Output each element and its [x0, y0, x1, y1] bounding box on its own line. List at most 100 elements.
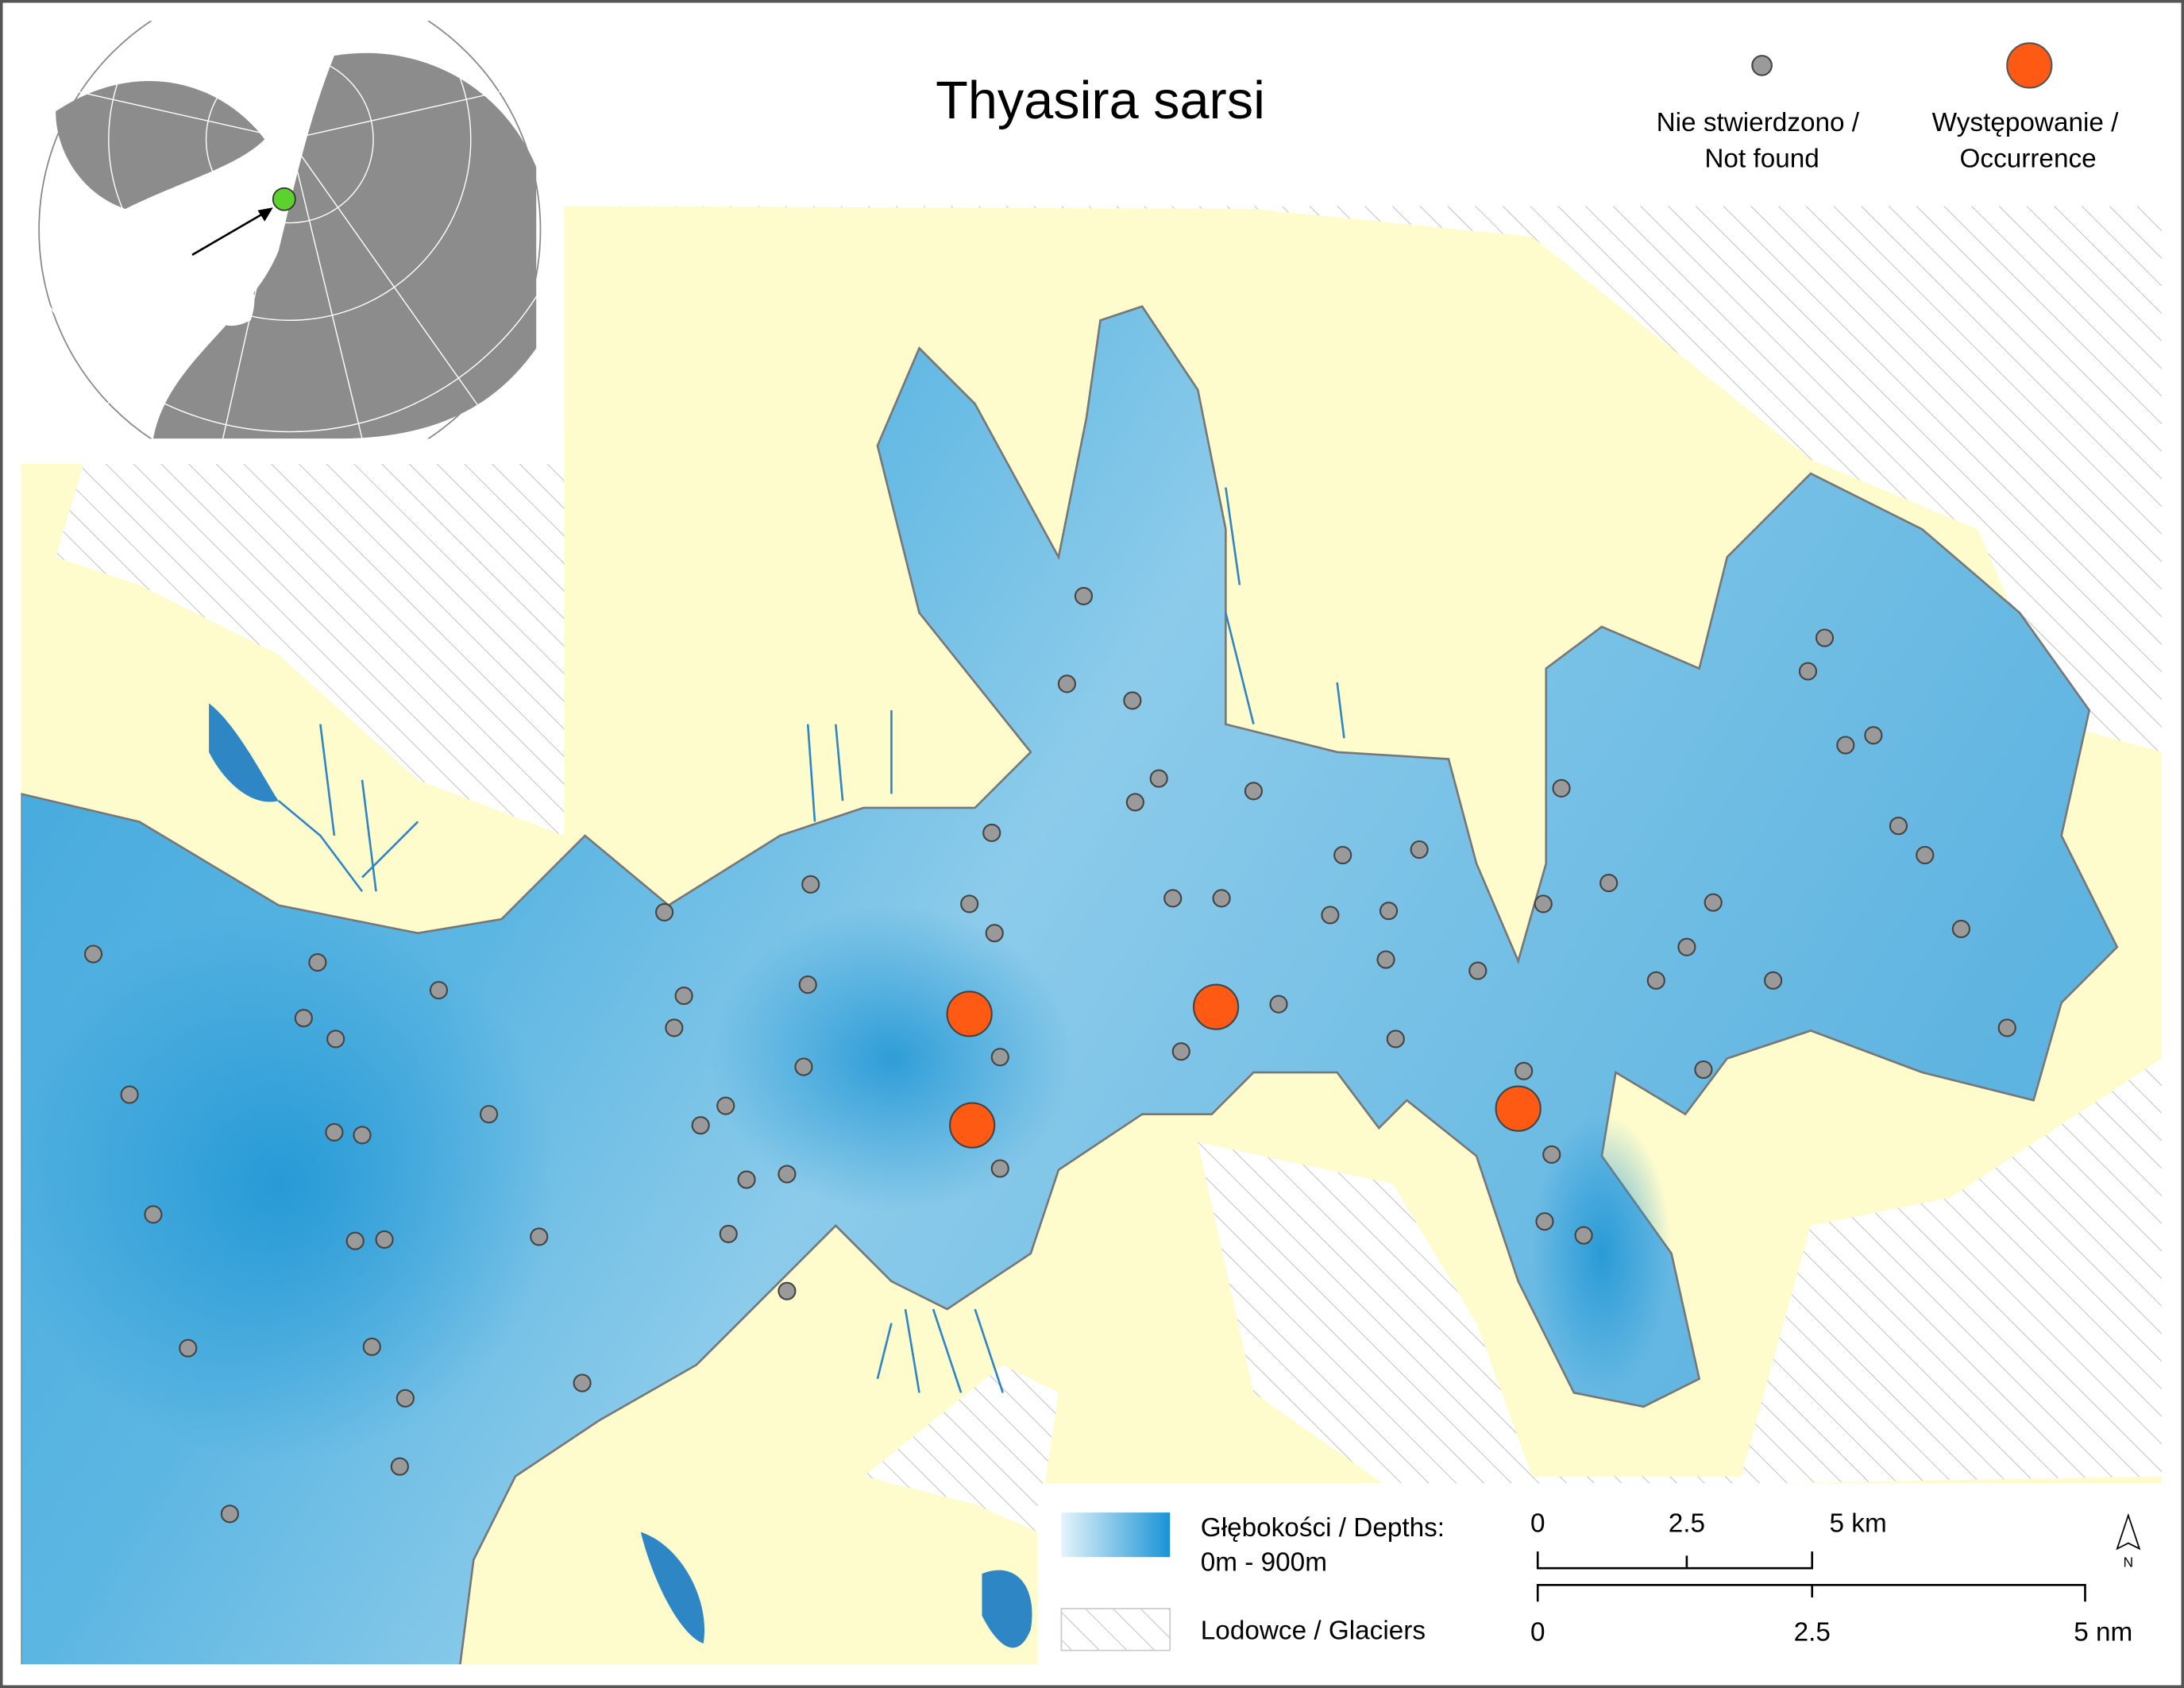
station-not-found — [1815, 628, 1835, 647]
station-not-found — [83, 944, 103, 964]
station-not-found — [353, 1126, 372, 1145]
station-not-found — [1321, 906, 1340, 925]
station-not-found — [1599, 874, 1619, 893]
glacier-swatch — [1060, 1608, 1171, 1651]
station-not-found — [345, 1231, 365, 1250]
lake — [209, 703, 279, 802]
north-label: N — [2124, 1554, 2134, 1570]
station-not-found — [480, 1105, 499, 1124]
station-not-found — [1677, 937, 1696, 956]
station-not-found — [719, 1224, 738, 1243]
station-not-found — [1574, 1226, 1593, 1245]
station-not-found — [1798, 662, 1818, 681]
station-not-found — [1074, 586, 1094, 605]
legend-symbol-occurrence — [2006, 42, 2053, 89]
stations — [83, 586, 2016, 1524]
north-arrow — [2116, 1512, 2141, 1551]
station-not-found — [1535, 1212, 1554, 1231]
station-not-found — [429, 981, 449, 1000]
station-not-found — [1269, 995, 1288, 1014]
rivers — [277, 487, 1345, 1393]
station-not-found — [1836, 736, 1855, 755]
station-not-found — [1951, 919, 1970, 939]
station-not-found — [1149, 769, 1168, 788]
scale-label: 0 — [1530, 1509, 1545, 1539]
station-not-found — [691, 1116, 710, 1135]
station-not-found — [1515, 1061, 1534, 1080]
station-not-found — [798, 975, 817, 995]
legend-label: Not found — [1704, 144, 1819, 173]
station-not-found — [960, 894, 979, 914]
station-not-found — [1386, 1029, 1405, 1049]
station-not-found — [990, 1048, 1009, 1067]
station-not-found — [308, 952, 327, 972]
lake — [640, 1532, 705, 1644]
station-occurrence — [1192, 983, 1240, 1030]
station-not-found — [1171, 1042, 1190, 1061]
scale-bar — [1536, 1551, 2086, 1602]
station-not-found — [1468, 961, 1488, 980]
station-not-found — [990, 1159, 1009, 1178]
deep-water — [21, 905, 558, 1462]
station-not-found — [326, 1029, 345, 1049]
legend-label: Nie stwierdzono / — [1657, 108, 1860, 137]
station-not-found — [1057, 674, 1077, 693]
legend-box — [1037, 1483, 2167, 1669]
station-not-found — [794, 1057, 813, 1076]
station-not-found — [325, 1122, 344, 1142]
station-not-found — [1646, 971, 1665, 990]
station-not-found — [778, 1165, 797, 1184]
legend-label: Lodowce / Glaciers — [1201, 1617, 1426, 1646]
station-occurrence — [949, 1102, 996, 1149]
legend-label: Occurrence — [1960, 144, 2097, 173]
station-not-found — [1552, 778, 1571, 798]
station-not-found — [1704, 893, 1723, 912]
station-occurrence — [1495, 1085, 1542, 1132]
station-not-found — [1244, 782, 1264, 801]
station-not-found — [396, 1389, 415, 1408]
glacier — [56, 463, 565, 836]
station-not-found — [1379, 902, 1399, 921]
station-not-found — [362, 1337, 381, 1357]
station-not-found — [220, 1505, 239, 1524]
station-not-found — [144, 1205, 163, 1224]
station-not-found — [674, 987, 693, 1006]
lake — [982, 1570, 1032, 1648]
station-not-found — [665, 1018, 684, 1037]
station-not-found — [716, 1096, 735, 1115]
scale-label: 2.5 — [1794, 1617, 1831, 1647]
location-marker — [272, 187, 296, 211]
station-not-found — [801, 875, 820, 894]
station-not-found — [1997, 1018, 2016, 1037]
station-not-found — [1864, 726, 1883, 745]
station-not-found — [573, 1373, 592, 1393]
inset-globe — [21, 21, 565, 439]
glacier — [863, 1365, 1059, 1532]
station-not-found — [1212, 889, 1231, 908]
title: Thyasira sarsi — [936, 71, 1265, 130]
scale-label: 5 km — [1830, 1509, 1887, 1539]
station-not-found — [1889, 817, 1908, 836]
arrow — [191, 209, 270, 256]
station-not-found — [1125, 793, 1144, 812]
station-not-found — [1123, 691, 1142, 710]
station-not-found — [1916, 845, 1935, 865]
station-not-found — [1694, 1060, 1713, 1080]
station-occurrence — [946, 991, 993, 1037]
station-not-found — [655, 902, 674, 921]
station-not-found — [390, 1457, 409, 1476]
scale-label: 0 — [1530, 1617, 1545, 1647]
arrowhead — [257, 207, 273, 222]
station-not-found — [1376, 950, 1395, 969]
legend-label: 0m - 900m — [1201, 1548, 1327, 1578]
station-not-found — [1410, 840, 1429, 859]
depth-ramp — [1061, 1512, 1171, 1558]
station-not-found — [737, 1170, 756, 1189]
station-not-found — [1764, 971, 1783, 990]
station-not-found — [179, 1338, 198, 1358]
station-not-found — [530, 1227, 549, 1246]
station-not-found — [1542, 1145, 1561, 1165]
station-not-found — [985, 924, 1004, 943]
